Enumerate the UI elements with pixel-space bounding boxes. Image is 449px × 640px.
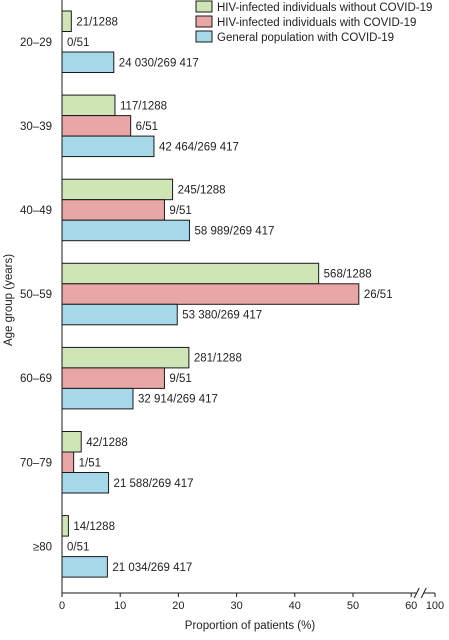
legend-label-hiv-without-covid: HIV-infected individuals without COVID-1… xyxy=(217,2,432,14)
bar-hiv-without-covid-1 xyxy=(61,94,116,117)
y-axis-title: Age group (years) xyxy=(3,254,15,346)
bar-label-hiv-with-covid-0: 0/51 xyxy=(67,37,89,49)
bar-label-hiv-without-covid-4: 281/1288 xyxy=(194,353,242,365)
legend: HIV-infected individuals without COVID-1… xyxy=(195,0,432,44)
x-tick-label-3: 30 xyxy=(230,600,242,612)
bar-label-general-population-2: 58 989/269 417 xyxy=(194,225,274,237)
bar-label-general-population-5: 21 588/269 417 xyxy=(114,478,194,490)
bar-label-hiv-without-covid-5: 42/1288 xyxy=(86,437,128,449)
x-tick-label-0: 0 xyxy=(59,600,65,612)
bar-label-hiv-with-covid-6: 0/51 xyxy=(67,541,89,553)
bar-label-hiv-without-covid-1: 117/1288 xyxy=(120,100,167,112)
bar-label-hiv-without-covid-0: 21/1288 xyxy=(76,16,118,28)
x-axis-title: Proportion of patients (%) xyxy=(185,620,316,632)
bar-hiv-with-covid-4 xyxy=(61,367,165,389)
category-label-4: 60–69 xyxy=(20,373,52,385)
category-label-0: 20–29 xyxy=(20,37,52,49)
category-label-1: 30–39 xyxy=(20,121,52,133)
bars-layer xyxy=(61,10,360,578)
axis-break-mark xyxy=(420,587,427,599)
x-tick-label-4: 40 xyxy=(289,600,301,612)
bar-hiv-without-covid-2 xyxy=(61,178,174,201)
category-label-3: 50–59 xyxy=(20,289,52,301)
x-tick-label-7: 100 xyxy=(426,600,444,612)
legend-label-hiv-with-covid: HIV-infected individuals with COVID-19 xyxy=(217,17,416,29)
bar-hiv-without-covid-5 xyxy=(61,431,82,453)
legend-label-general-population: General population with COVID-19 xyxy=(217,32,394,44)
bar-hiv-without-covid-0 xyxy=(61,10,72,32)
bar-label-hiv-without-covid-6: 14/1288 xyxy=(73,521,115,533)
bar-hiv-with-covid-5 xyxy=(61,451,75,473)
bar-hiv-without-covid-6 xyxy=(61,515,69,537)
bar-label-general-population-1: 42 464/269 417 xyxy=(159,141,239,153)
bar-general-population-3 xyxy=(61,303,178,326)
bar-general-population-6 xyxy=(61,556,108,578)
x-tick-label-2: 20 xyxy=(172,600,184,612)
bar-label-general-population-3: 53 380/269 417 xyxy=(182,310,262,322)
bar-general-population-1 xyxy=(61,135,155,158)
bar-general-population-4 xyxy=(61,387,134,410)
bar-label-general-population-6: 21 034/269 417 xyxy=(112,562,192,574)
bar-hiv-without-covid-4 xyxy=(61,346,190,369)
legend-swatch-general-population xyxy=(195,30,213,43)
bar-hiv-with-covid-3 xyxy=(61,283,360,305)
category-label-5: 70–79 xyxy=(20,457,52,469)
bar-label-hiv-without-covid-3: 568/1288 xyxy=(324,269,372,281)
bar-general-population-0 xyxy=(61,51,115,73)
bar-hiv-with-covid-1 xyxy=(61,115,132,137)
axes-layer: 0 10 20 30 40 50 60 100 xyxy=(59,0,444,612)
category-label-6: ≥80 xyxy=(33,541,52,553)
bar-label-hiv-with-covid-3: 26/51 xyxy=(364,289,393,301)
x-tick-label-5: 50 xyxy=(347,600,359,612)
category-label-2: 40–49 xyxy=(20,205,52,217)
labels-layer: 21/1288 0/51 24 030/269 417 20–29 117/1288 6/… xyxy=(20,16,393,574)
bar-hiv-with-covid-2 xyxy=(61,199,165,221)
bar-label-hiv-with-covid-4: 9/51 xyxy=(169,373,191,385)
bar-general-population-5 xyxy=(61,472,110,494)
bar-label-general-population-4: 32 914/269 417 xyxy=(138,394,218,406)
bar-label-hiv-with-covid-2: 9/51 xyxy=(169,205,191,217)
axis-break-mark xyxy=(413,587,420,599)
bar-label-general-population-0: 24 030/269 417 xyxy=(119,57,199,69)
bar-hiv-without-covid-3 xyxy=(61,262,320,285)
legend-swatch-hiv-without-covid xyxy=(195,0,213,13)
bar-label-hiv-with-covid-5: 1/51 xyxy=(79,457,101,469)
x-tick-label-6: 60 xyxy=(405,600,417,612)
bar-label-hiv-with-covid-1: 6/51 xyxy=(136,121,158,133)
x-tick-label-1: 10 xyxy=(114,600,126,612)
legend-swatch-hiv-with-covid xyxy=(195,15,213,28)
bar-label-hiv-without-covid-2: 245/1288 xyxy=(178,184,226,196)
bar-general-population-2 xyxy=(61,219,190,242)
